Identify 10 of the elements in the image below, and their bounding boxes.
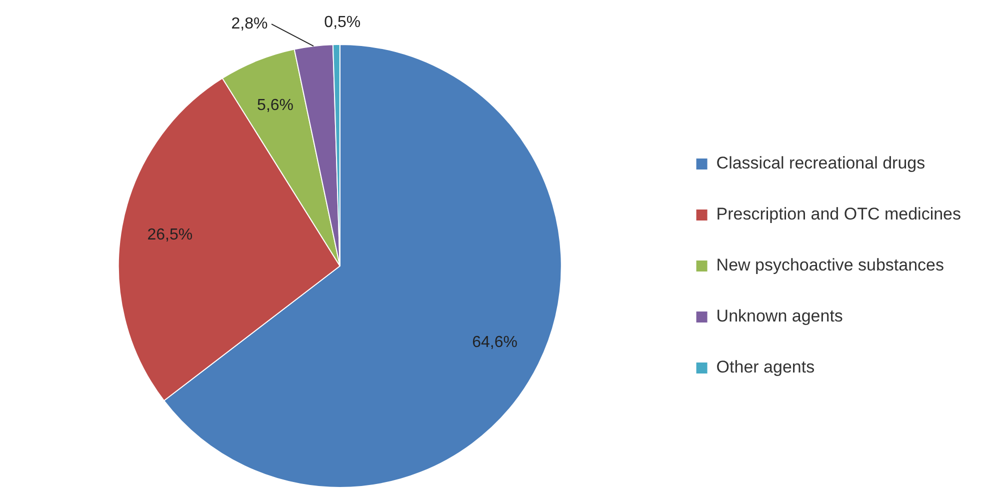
data-label: 64,6% <box>472 334 518 351</box>
legend-label: Other agents <box>716 358 815 377</box>
legend-label: Unknown agents <box>716 306 843 326</box>
legend-label: Prescription and OTC medicines <box>716 204 962 224</box>
data-label: 5,6% <box>257 97 294 114</box>
data-label: 2,8% <box>231 15 268 32</box>
legend-label: Classical recreational drugs <box>716 154 926 173</box>
data-label: 0,5% <box>324 14 361 31</box>
data-label: 26,5% <box>147 226 193 244</box>
legend-label: New psychoactive substances <box>716 256 944 275</box>
